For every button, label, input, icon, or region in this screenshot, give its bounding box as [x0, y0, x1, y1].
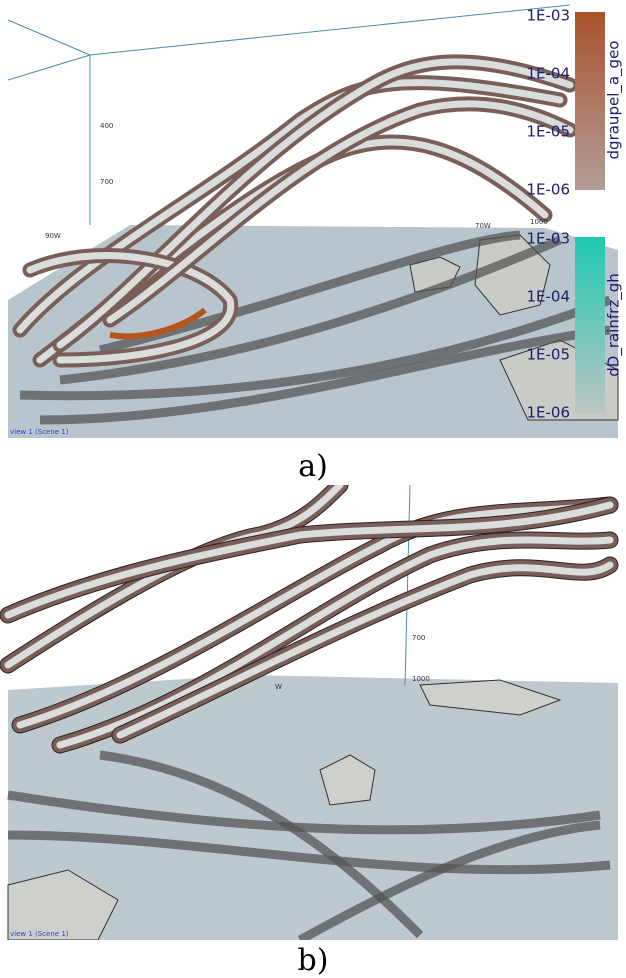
page: 400 700 1000 90W 70W view 1 (Scene 1) 1E… — [0, 0, 626, 978]
axis-label: 700 — [100, 178, 113, 186]
axis-label: 400 — [100, 122, 113, 130]
colorbar-tick: 1E-04 — [526, 288, 570, 306]
map-label: 70W — [475, 222, 491, 230]
colorbar-tick: 1E-03 — [526, 7, 570, 25]
colorbar-tick: 1E-05 — [526, 123, 570, 141]
panel-b: 700 1000 W view 1 (Scene 1) — [0, 485, 626, 940]
colorbar-label: dgraupel_a_geo — [605, 41, 624, 160]
caption: b) — [298, 943, 329, 978]
caption-a: a) — [0, 440, 626, 485]
frame — [405, 485, 410, 685]
caption-b: b) — [0, 940, 626, 978]
map-label: 90W — [45, 232, 61, 240]
axis-label: 1000 — [412, 675, 430, 683]
view-label: view 1 (Scene 1) — [10, 930, 69, 938]
frame — [8, 5, 570, 225]
view-label: view 1 (Scene 1) — [10, 428, 69, 436]
axis-label: 1000 — [530, 218, 548, 226]
colorbar — [575, 12, 605, 190]
caption: a) — [298, 449, 328, 484]
colorbar — [575, 237, 605, 413]
panel-a: 400 700 1000 90W 70W view 1 (Scene 1) 1E… — [0, 0, 626, 440]
axis-label: 700 — [412, 634, 425, 642]
colorbar-tick: 1E-06 — [526, 181, 570, 199]
colorbar-tick: 1E-04 — [526, 65, 570, 83]
map-label: W — [275, 683, 282, 691]
colorbar-label: dD_rainfrz_gh — [605, 273, 624, 376]
colorbar-tick: 1E-06 — [526, 404, 570, 422]
colorbar-tick: 1E-03 — [526, 230, 570, 248]
colorbar-tick: 1E-05 — [526, 346, 570, 364]
